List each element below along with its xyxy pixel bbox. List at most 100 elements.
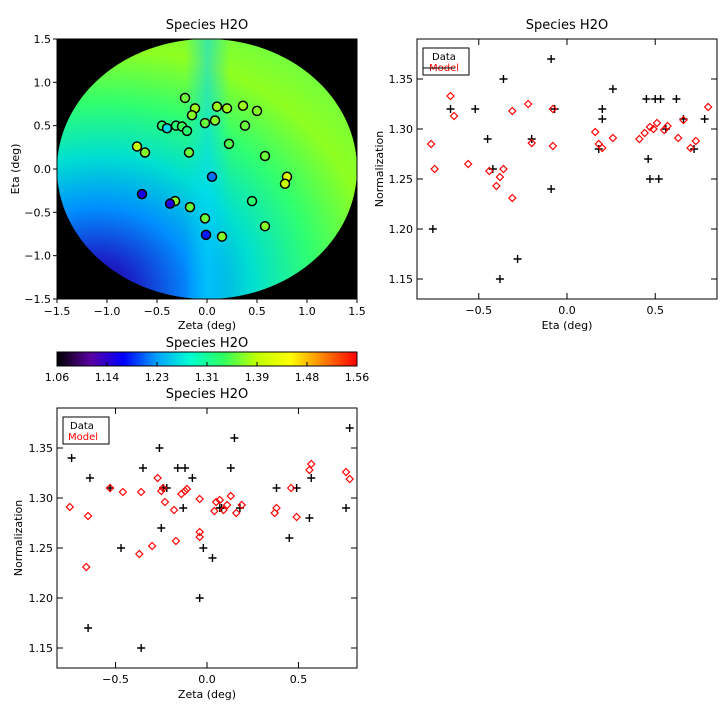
- model-point: [211, 497, 221, 507]
- zeta-legend-model: Model: [68, 432, 98, 443]
- model-point: [171, 536, 181, 546]
- map-point: [164, 198, 176, 209]
- data-point: [483, 135, 492, 143]
- data-point: [285, 534, 294, 542]
- eta-y-label: Normalization: [373, 131, 386, 207]
- model-point: [463, 159, 473, 169]
- model-point: [652, 118, 662, 128]
- model-point: [83, 511, 93, 521]
- data-point: [672, 95, 681, 103]
- colorbar-title: Species H2O: [166, 336, 248, 351]
- model-point: [153, 473, 162, 483]
- eta-frame: [416, 38, 718, 300]
- model-point: [286, 483, 296, 493]
- x-tick-label: 0.5: [646, 304, 664, 317]
- map-point: [183, 147, 195, 158]
- data-point: [67, 454, 76, 462]
- x-tick-label: −0.5: [102, 673, 129, 686]
- model-point: [507, 193, 517, 203]
- model-point: [158, 483, 168, 493]
- y-tick-label: 1.15: [389, 273, 414, 286]
- data-point: [547, 55, 556, 63]
- data-point: [513, 255, 522, 263]
- map-point: [200, 229, 212, 241]
- data-point: [656, 95, 665, 103]
- x-tick-label: 1.5: [348, 305, 366, 318]
- model-point: [209, 506, 219, 516]
- model-point: [645, 122, 655, 132]
- colorbar-tick-label: 1.31: [195, 371, 220, 384]
- data-point: [342, 504, 351, 512]
- zeta-legend-box: [62, 416, 110, 445]
- y-tick-label: 1.30: [29, 492, 54, 505]
- model-point: [590, 127, 600, 137]
- colorbar-panel: Species H2O 1.06 1.14 1.23 1.31 1.39 1.48 1.56: [45, 336, 370, 384]
- model-point: [81, 562, 91, 572]
- model-point: [673, 133, 683, 143]
- map-point: [179, 92, 191, 104]
- model-point: [180, 486, 190, 496]
- map-point: [131, 141, 143, 152]
- data-point: [208, 554, 217, 562]
- data-point: [547, 185, 556, 193]
- data-point: [137, 644, 146, 652]
- model-point: [679, 115, 688, 125]
- x-tick-label: 0.0: [198, 673, 216, 686]
- data-point: [700, 115, 709, 123]
- y-tick-label: 1.35: [29, 442, 54, 455]
- y-tick-label: 0.0: [34, 163, 52, 176]
- y-tick-label: 1.30: [389, 123, 414, 136]
- eta-points: [426, 55, 713, 283]
- model-point: [446, 91, 455, 101]
- model-point: [548, 104, 558, 114]
- model-point: [507, 106, 517, 116]
- map-point: [181, 125, 193, 137]
- model-point: [219, 505, 228, 515]
- y-tick-label: 0.5: [34, 120, 52, 133]
- model-point: [492, 181, 501, 191]
- data-point: [272, 484, 281, 492]
- model-point: [237, 500, 247, 510]
- data-point: [307, 474, 316, 482]
- model-point: [136, 487, 146, 497]
- map-point: [279, 178, 291, 189]
- eta-legend-data: Data: [432, 52, 456, 63]
- y-tick-label: −0.5: [24, 206, 51, 219]
- y-tick-label: 1.25: [389, 173, 414, 186]
- zeta-legend-data: Data: [70, 421, 94, 432]
- model-point: [182, 484, 192, 494]
- eta-legend: Data Model: [422, 47, 470, 76]
- data-point: [654, 175, 663, 183]
- data-point: [428, 225, 437, 233]
- zeta-title: Species H2O: [166, 387, 248, 402]
- model-point: [306, 459, 316, 469]
- data-point: [173, 464, 182, 472]
- x-tick-label: 0.5: [248, 305, 266, 318]
- y-tick-label: 1.0: [34, 76, 52, 89]
- zeta-points: [65, 424, 355, 652]
- model-point: [449, 111, 459, 121]
- map-point: [211, 101, 223, 112]
- model-point: [169, 505, 179, 515]
- y-tick-label: 1.25: [29, 542, 54, 555]
- data-point: [84, 624, 93, 632]
- model-point: [215, 495, 225, 505]
- map-panel: Species H2O −1.5 −1.0 −0.5 0.0 0.5 1.0 1.5 −1.…: [9, 18, 366, 332]
- map-y-label: Eta (deg): [9, 144, 22, 195]
- data-point: [157, 524, 166, 532]
- model-point: [426, 139, 436, 149]
- model-point: [527, 138, 537, 148]
- colorbar-ticks: 1.06 1.14 1.23 1.31 1.39 1.48 1.56: [45, 362, 369, 384]
- model-point: [160, 497, 170, 507]
- x-tick-label: −0.5: [144, 305, 171, 318]
- model-point: [523, 99, 533, 109]
- map-point: [199, 213, 211, 224]
- data-point: [471, 105, 480, 113]
- y-tick-label: −1.0: [24, 250, 51, 263]
- colorbar-tick-label: 1.14: [95, 371, 120, 384]
- map-point: [221, 103, 233, 114]
- model-point: [495, 172, 505, 182]
- y-tick-label: 1.20: [29, 592, 54, 605]
- model-point: [430, 164, 439, 174]
